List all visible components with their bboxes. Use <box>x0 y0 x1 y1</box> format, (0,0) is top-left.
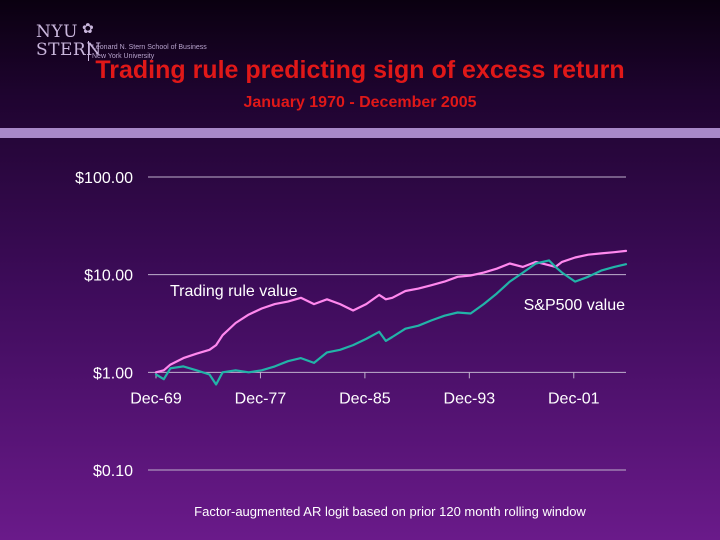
y-tick-label: $1.00 <box>93 365 133 382</box>
y-tick-label: $100.00 <box>75 170 133 187</box>
x-tick-label: Dec-69 <box>130 390 182 407</box>
logo-university-name: New York University <box>92 53 155 60</box>
sp500-label: S&P500 value <box>524 297 626 314</box>
torch-icon: ✿ <box>82 20 94 36</box>
slide-title: Trading rule predicting sign of excess r… <box>95 56 625 84</box>
header-divider-band <box>0 128 720 138</box>
slide-subtitle: January 1970 - December 2005 <box>243 94 477 111</box>
x-tick-label: Dec-93 <box>444 390 496 407</box>
x-tick-label: Dec-77 <box>235 390 287 407</box>
x-tick-label: Dec-01 <box>548 390 600 407</box>
stern-logo: NYU ✿ STERN Leonard N. Stern School of B… <box>36 20 207 68</box>
logo-divider <box>88 41 89 61</box>
y-tick-label: $10.00 <box>84 268 133 285</box>
footnote: Factor-augmented AR logit based on prior… <box>194 504 586 519</box>
sp500-line <box>154 259 628 386</box>
y-tick-label: $0.10 <box>93 463 133 480</box>
trading-rule-label: Trading rule value <box>170 283 298 300</box>
logo-school-name: Leonard N. Stern School of Business <box>92 44 207 51</box>
trading-rule-line <box>154 249 628 374</box>
logo-stern-text: STERN <box>36 40 102 60</box>
logo-nyu-text: NYU <box>36 22 78 42</box>
x-tick-label: Dec-85 <box>339 390 391 407</box>
